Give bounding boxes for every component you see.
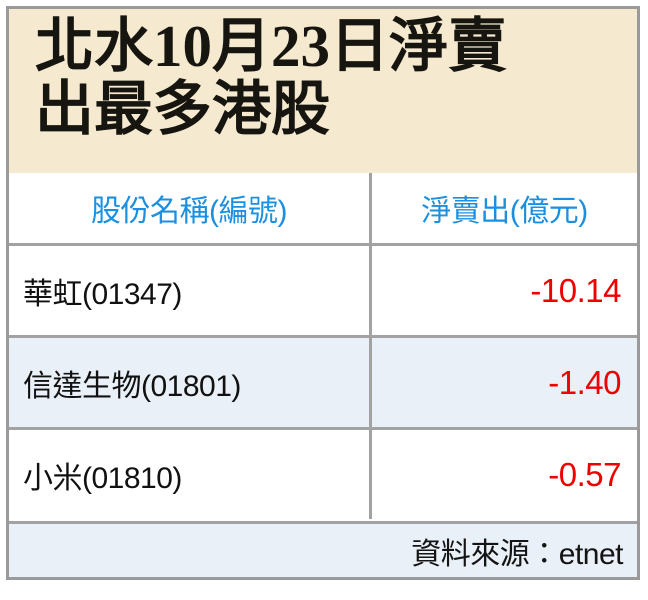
source-label: 資料來源：etnet (411, 537, 623, 571)
cell-stock-name: 小米(01810) (9, 430, 369, 519)
cell-net-sell: -10.14 (369, 246, 637, 335)
table-row: 華虹(01347) -10.14 (9, 243, 637, 335)
source-footer: 資料來源：etnet (9, 521, 637, 577)
table-header-row: 股份名稱(編號) 淨賣出(億元) (9, 173, 637, 243)
page-title-line-1: 北水10月23日淨賣 (35, 13, 508, 79)
table-row: 小米(01810) -0.57 (9, 427, 637, 519)
stock-name-label: 信達生物(01801) (23, 369, 241, 403)
stock-name-label: 華虹(01347) (23, 277, 182, 311)
title-band: 北水10月23日淨賣 出最多港股 (9, 9, 637, 173)
cell-net-sell: -1.40 (369, 338, 637, 427)
cell-stock-name: 信達生物(01801) (9, 338, 369, 427)
column-header-stock-name: 股份名稱(編號) (91, 195, 287, 228)
stock-name-label: 小米(01810) (23, 461, 182, 495)
infographic-card: 北水10月23日淨賣 出最多港股 股份名稱(編號) 淨賣出(億元) 華虹(013… (6, 6, 640, 580)
page-title-line-2: 出最多港股 (35, 76, 331, 143)
cell-stock-name: 華虹(01347) (9, 246, 369, 335)
cell-net-sell: -0.57 (369, 430, 637, 519)
net-sell-value: -1.40 (548, 363, 621, 401)
stock-table: 股份名稱(編號) 淨賣出(億元) 華虹(01347) -10.14 信達生物(0… (9, 173, 637, 521)
column-header-net-sell: 淨賣出(億元) (369, 173, 637, 243)
net-sell-value: -0.57 (548, 455, 621, 493)
table-row: 信達生物(01801) -1.40 (9, 335, 637, 427)
net-sell-value: -10.14 (530, 271, 621, 309)
